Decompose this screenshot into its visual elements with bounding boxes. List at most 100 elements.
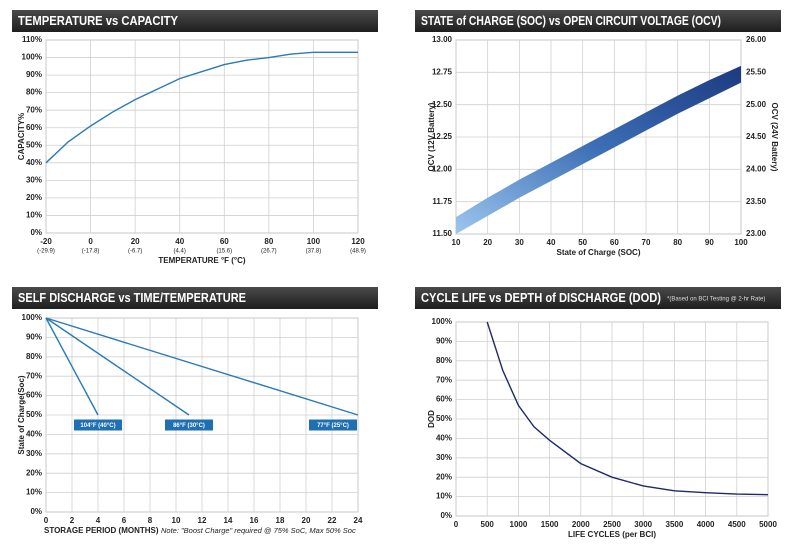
series-label: 104°F (40°C) bbox=[80, 423, 115, 429]
y-tick-label: 20% bbox=[26, 193, 42, 202]
x-tick-label: 1500 bbox=[541, 520, 559, 529]
y-tick-label: 70% bbox=[436, 375, 452, 384]
y2-tick-label: 25.00 bbox=[746, 100, 767, 109]
chart-title: CYCLE LIFE vs DEPTH of DISCHARGE (DOD) bbox=[421, 291, 661, 305]
y-tick-label: 30% bbox=[26, 175, 42, 184]
x-tick-sublabel: (-17.8) bbox=[82, 249, 100, 255]
plot-area bbox=[45, 39, 359, 234]
x-tick-sublabel: (26.7) bbox=[261, 249, 277, 255]
x-tick-label: 4 bbox=[96, 516, 101, 525]
y-tick-label: 80% bbox=[26, 352, 42, 361]
y-tick-label: 100% bbox=[22, 313, 42, 322]
y-tick-label: 40% bbox=[26, 158, 42, 167]
y-tick-label: 12.50 bbox=[432, 100, 453, 109]
chart-title: SELF DISCHARGE vs TIME/TEMPERATURE bbox=[18, 291, 246, 305]
x-tick-label: -20 bbox=[40, 237, 52, 246]
y-axis-label: CAPACITY% bbox=[17, 113, 26, 160]
x-tick-label: 30 bbox=[515, 238, 524, 247]
x-tick-label: 80 bbox=[673, 238, 682, 247]
x-tick-label: 100 bbox=[734, 238, 748, 247]
x-tick-label: 100 bbox=[307, 237, 321, 246]
panel-header bbox=[415, 10, 781, 32]
y2-tick-label: 25.50 bbox=[746, 67, 767, 76]
y-tick-label: 70% bbox=[26, 371, 42, 380]
chart-panel: SELF DISCHARGE vs TIME/TEMPERATURE 0% 10% 2… bbox=[12, 287, 378, 535]
y-axis-label: State of Charge(Soc) bbox=[17, 375, 26, 454]
x-tick-label: 10 bbox=[172, 516, 181, 525]
y-tick-label: 90% bbox=[436, 337, 452, 346]
x-tick-label: 3500 bbox=[666, 520, 684, 529]
x-tick-label: 10 bbox=[452, 238, 461, 247]
y-tick-label: 40% bbox=[26, 430, 42, 439]
x-axis-label: LIFE CYCLES (per BCI) bbox=[568, 530, 656, 539]
series-label-box bbox=[309, 419, 357, 431]
x-tick-label: 18 bbox=[276, 516, 285, 525]
y-tick-label: 0% bbox=[30, 507, 42, 516]
y-axis-label: OCV (12V Battery) bbox=[427, 102, 436, 171]
x-tick-label: 0 bbox=[454, 520, 459, 529]
x-tick-sublabel: (37.8) bbox=[306, 249, 322, 255]
x-tick-label: 40 bbox=[175, 237, 184, 246]
x-tick-label: 0 bbox=[44, 516, 49, 525]
series-label: 86°F (30°C) bbox=[173, 423, 205, 429]
x-tick-label: 2000 bbox=[572, 520, 590, 529]
chart-title: TEMPERATURE vs CAPACITY bbox=[18, 14, 179, 28]
y-tick-label: 50% bbox=[26, 410, 42, 419]
x-tick-label: 120 bbox=[351, 237, 365, 246]
x-tick-label: 0 bbox=[88, 237, 93, 246]
y-tick-label: 13.00 bbox=[432, 35, 453, 44]
y-tick-label: 30% bbox=[436, 453, 452, 462]
x-tick-sublabel: (4.4) bbox=[174, 249, 186, 255]
y-tick-label: 80% bbox=[26, 88, 42, 97]
ocv-band bbox=[456, 65, 741, 234]
x-tick-label: 4500 bbox=[728, 520, 746, 529]
data-line bbox=[45, 51, 358, 164]
data-line bbox=[486, 321, 769, 496]
panel-header bbox=[12, 10, 378, 32]
series-label-box bbox=[165, 419, 213, 431]
x-tick-label: 500 bbox=[481, 520, 495, 529]
y-tick-label: 12.75 bbox=[432, 67, 453, 76]
x-tick-sublabel: (15.6) bbox=[216, 249, 232, 255]
data-line bbox=[45, 317, 99, 416]
data-line bbox=[45, 317, 359, 416]
x-tick-label: 90 bbox=[705, 238, 714, 247]
series-label-box bbox=[74, 419, 122, 431]
x-tick-label: 20 bbox=[131, 237, 140, 246]
series-label: 77°F (25°C) bbox=[317, 423, 349, 429]
x-tick-sublabel: (-29.9) bbox=[37, 249, 55, 255]
y-tick-label: 11.75 bbox=[432, 197, 452, 206]
chart-title: STATE of CHARGE (SOC) vs OPEN CIRCUIT VO… bbox=[421, 14, 721, 28]
y-tick-label: 50% bbox=[26, 140, 42, 149]
note: Note: "Boost Charge" required @ 75% SoC,… bbox=[161, 526, 356, 535]
chart-panel: TEMPERATURE vs CAPACITY 0% 10% 20% 30% 40% 50%… bbox=[12, 10, 378, 265]
x-tick-label: 50 bbox=[578, 238, 587, 247]
y2-tick-label: 24.00 bbox=[746, 164, 767, 173]
y-tick-label: 0% bbox=[30, 228, 42, 237]
x-axis-label: TEMPERATURE °F (°C) bbox=[158, 256, 245, 265]
x-tick-label: 3000 bbox=[634, 520, 652, 529]
x-tick-label: 6 bbox=[122, 516, 127, 525]
x-tick-label: 4000 bbox=[697, 520, 715, 529]
y2-tick-label: 24.50 bbox=[746, 132, 767, 141]
x-tick-label: 24 bbox=[354, 516, 363, 525]
y-tick-label: 0% bbox=[440, 511, 452, 520]
chart-panel: STATE of CHARGE (SOC) vs OPEN CIRCUIT VO… bbox=[415, 10, 781, 257]
y-tick-label: 11.50 bbox=[432, 229, 452, 238]
y-tick-label: 30% bbox=[26, 449, 42, 458]
y-tick-label: 70% bbox=[26, 105, 42, 114]
x-tick-label: 12 bbox=[198, 516, 207, 525]
x-tick-label: 8 bbox=[148, 516, 153, 525]
y-axis-label: DOD bbox=[427, 410, 436, 428]
y-tick-label: 12.25 bbox=[432, 132, 453, 141]
x-tick-label: 2500 bbox=[603, 520, 621, 529]
data-line bbox=[45, 317, 190, 416]
y-tick-label: 60% bbox=[26, 123, 42, 132]
y2-tick-label: 23.50 bbox=[746, 197, 767, 206]
x-tick-label: 5000 bbox=[759, 520, 777, 529]
x-tick-label: 60 bbox=[610, 238, 619, 247]
x-tick-label: 1000 bbox=[510, 520, 528, 529]
y-tick-label: 10% bbox=[436, 492, 452, 501]
x-tick-label: 60 bbox=[220, 237, 229, 246]
